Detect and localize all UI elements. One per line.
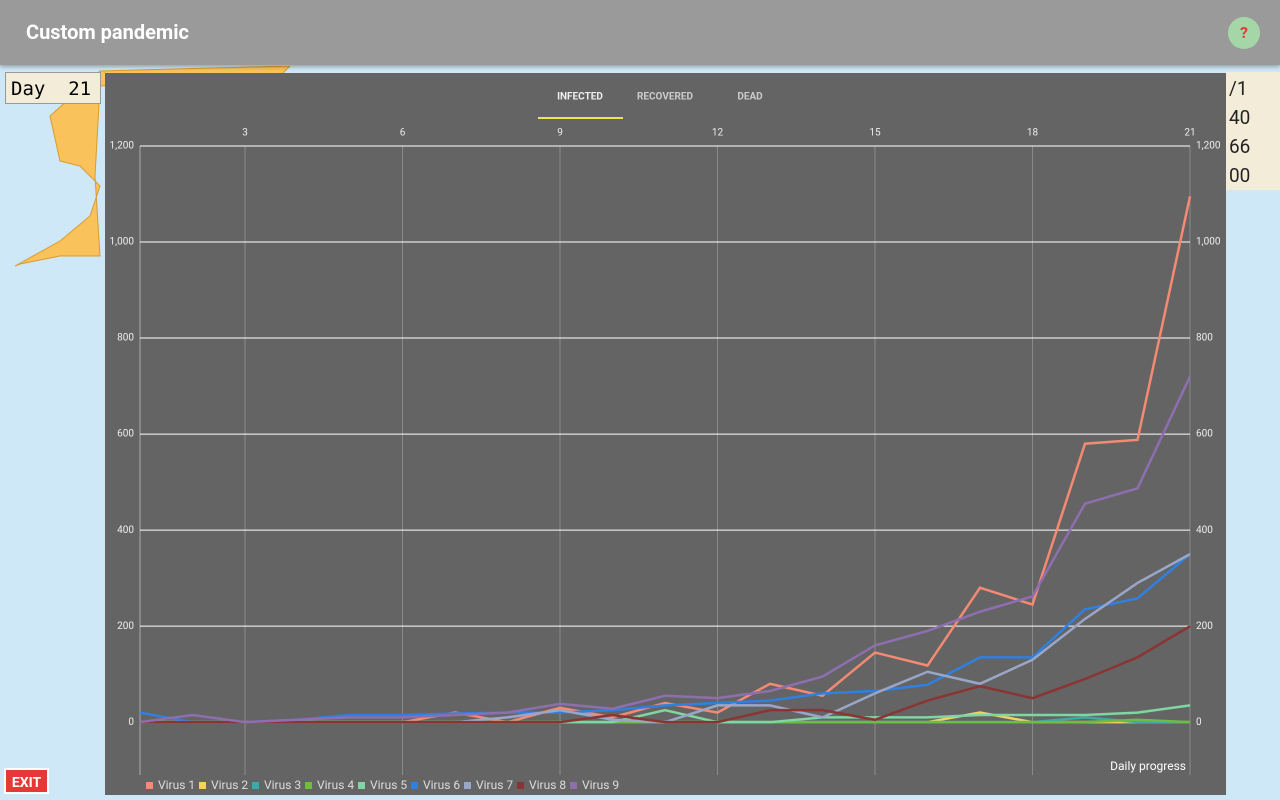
tab[interactable]: DEAD xyxy=(737,92,763,103)
legend-label: Virus 6 xyxy=(423,778,460,792)
legend-swatch xyxy=(517,782,524,789)
stats-panel: /1 40 66 00 xyxy=(1226,72,1280,190)
day-counter: Day 21 xyxy=(5,72,101,104)
x-tick-label: 9 xyxy=(557,128,563,139)
x-tick-label: 18 xyxy=(1027,128,1039,139)
legend-label: Virus 2 xyxy=(211,778,248,792)
header-bar: Custom pandemic ? xyxy=(0,0,1280,65)
map-fragment xyxy=(14,66,291,267)
y-tick-label-right: 200 xyxy=(1196,621,1213,632)
legend-label: Virus 5 xyxy=(370,778,407,792)
legend-label: Virus 1 xyxy=(158,778,195,792)
annotation: Daily progress xyxy=(1110,759,1186,773)
y-tick-label: 0 xyxy=(128,717,134,728)
y-tick-label-right: 0 xyxy=(1196,717,1202,728)
x-tick-label: 3 xyxy=(242,128,248,139)
stat: 00 xyxy=(1229,164,1251,187)
y-tick-label-right: 800 xyxy=(1196,333,1213,344)
stat: 66 xyxy=(1229,135,1251,158)
legend-swatch xyxy=(146,782,153,789)
tab-indicator xyxy=(538,117,623,119)
help-button[interactable]: ? xyxy=(1228,17,1260,49)
legend-swatch xyxy=(570,782,577,789)
stat: 40 xyxy=(1229,106,1251,129)
x-tick-label: 21 xyxy=(1184,128,1195,139)
y-tick-label: 600 xyxy=(117,429,134,440)
y-tick-label-right: 400 xyxy=(1196,525,1213,536)
tab[interactable]: INFECTED xyxy=(557,92,603,103)
x-tick-label: 15 xyxy=(869,128,881,139)
y-tick-label: 400 xyxy=(117,525,134,536)
title: Custom pandemic xyxy=(26,20,189,44)
y-tick-label: 800 xyxy=(117,333,134,344)
x-tick-label: 12 xyxy=(712,128,724,139)
tab[interactable]: RECOVERED xyxy=(637,92,694,103)
y-tick-label: 200 xyxy=(117,621,134,632)
y-tick-label: 1,000 xyxy=(110,237,135,248)
stat: /1 xyxy=(1229,77,1248,100)
exit-button[interactable]: EXIT xyxy=(4,768,49,794)
legend-swatch xyxy=(252,782,259,789)
legend-swatch xyxy=(464,782,471,789)
legend-swatch xyxy=(199,782,206,789)
legend-label: Virus 7 xyxy=(476,778,513,792)
legend-label: Virus 8 xyxy=(529,778,566,792)
legend-label: Virus 3 xyxy=(264,778,301,792)
legend-swatch xyxy=(358,782,365,789)
legend-label: Virus 4 xyxy=(317,778,354,792)
y-tick-label-right: 1,200 xyxy=(1196,141,1221,152)
day-label: Day xyxy=(11,78,46,100)
legend-label: Virus 9 xyxy=(582,778,619,792)
x-tick-label: 6 xyxy=(400,128,406,139)
series-line xyxy=(139,375,1192,724)
legend-swatch xyxy=(411,782,418,789)
day-value: 21 xyxy=(68,78,92,100)
y-tick-label-right: 1,000 xyxy=(1196,237,1221,248)
legend-swatch xyxy=(305,782,312,789)
y-tick-label: 1,200 xyxy=(110,141,135,152)
series-line xyxy=(140,625,1191,724)
y-tick-label-right: 600 xyxy=(1196,429,1213,440)
